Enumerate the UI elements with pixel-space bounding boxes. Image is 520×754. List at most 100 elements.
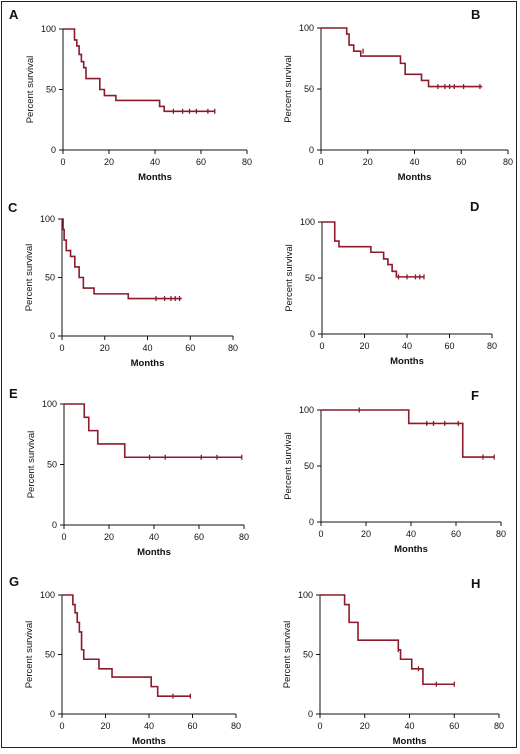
y-tick-label: 0 xyxy=(309,145,314,155)
y-tick-label: 0 xyxy=(309,517,314,527)
x-tick-label: 0 xyxy=(318,529,323,539)
x-axis-title: Months xyxy=(393,736,427,747)
y-tick-label: 50 xyxy=(47,460,57,470)
survival-curve xyxy=(64,403,242,459)
panel-label-e: E xyxy=(9,386,18,401)
x-tick-label: 80 xyxy=(503,157,513,167)
y-tick-label: 100 xyxy=(42,399,57,409)
survival-curve xyxy=(320,594,455,686)
y-axis-title: Percent survival xyxy=(284,244,295,312)
y-tick-label: 0 xyxy=(50,709,55,719)
x-axis-title: Months xyxy=(394,544,428,555)
y-axis-title: Percent survival xyxy=(25,56,36,124)
y-tick-label: 50 xyxy=(45,273,55,283)
x-tick-label: 60 xyxy=(451,529,461,539)
x-tick-label: 0 xyxy=(60,157,65,167)
x-tick-label: 60 xyxy=(196,157,206,167)
x-tick-label: 0 xyxy=(61,532,66,542)
x-tick-label: 40 xyxy=(149,532,159,542)
y-tick-label: 50 xyxy=(303,650,313,660)
x-tick-label: 20 xyxy=(363,157,373,167)
x-tick-label: 0 xyxy=(59,343,64,353)
chart-panel-g: G 0 20 40 60 80 0 50 100 Months Percent survival xyxy=(9,574,241,747)
x-tick-label: 80 xyxy=(239,532,249,542)
x-tick-label: 60 xyxy=(187,721,197,731)
y-tick-label: 100 xyxy=(299,405,314,415)
x-tick-label: 80 xyxy=(487,341,497,351)
y-tick-label: 100 xyxy=(299,23,314,33)
x-axis-title: Months xyxy=(390,356,424,367)
x-tick-label: 80 xyxy=(228,343,238,353)
y-tick-label: 100 xyxy=(300,217,315,227)
x-tick-label: 40 xyxy=(144,721,154,731)
x-tick-label: 80 xyxy=(242,157,252,167)
x-axis-title: Months xyxy=(137,547,171,558)
x-axis-title: Months xyxy=(132,736,166,747)
y-tick-label: 100 xyxy=(41,24,56,34)
x-axis-title: Months xyxy=(131,358,165,369)
x-tick-label: 20 xyxy=(100,343,110,353)
chart-panel-f: F 0 20 40 60 80 0 50 100 Months Percent survival xyxy=(283,388,506,555)
chart-panel-e: E 0 20 40 60 80 0 50 100 Months Percent survival xyxy=(9,386,249,558)
x-tick-label: 60 xyxy=(185,343,195,353)
survival-curve xyxy=(322,221,424,278)
panel-label-f: F xyxy=(471,388,479,403)
y-axis-title: Percent survival xyxy=(26,431,37,499)
x-axis-title: Months xyxy=(138,172,172,183)
y-tick-label: 50 xyxy=(304,461,314,471)
x-tick-label: 80 xyxy=(494,721,504,731)
x-tick-label: 40 xyxy=(404,721,414,731)
y-tick-label: 50 xyxy=(304,84,314,94)
x-axis-title: Months xyxy=(398,172,432,183)
y-tick-label: 0 xyxy=(51,145,56,155)
x-tick-label: 40 xyxy=(409,157,419,167)
y-tick-label: 0 xyxy=(310,329,315,339)
x-tick-label: 60 xyxy=(456,157,466,167)
y-axis-title: Percent survival xyxy=(283,55,294,123)
survival-curve xyxy=(321,27,483,88)
x-tick-label: 60 xyxy=(449,721,459,731)
chart-panel-h: H 0 20 40 60 80 0 50 100 Months Percent survival xyxy=(282,576,504,747)
x-tick-label: 20 xyxy=(361,529,371,539)
panel-label-d: D xyxy=(470,199,479,214)
x-tick-label: 80 xyxy=(496,529,506,539)
chart-panel-c: C 0 20 40 60 80 0 50 100 Months Percent survival xyxy=(8,200,238,369)
x-tick-label: 0 xyxy=(317,721,322,731)
panel-label-g: G xyxy=(9,574,19,589)
panel-label-h: H xyxy=(471,576,480,591)
x-tick-label: 40 xyxy=(150,157,160,167)
x-tick-label: 20 xyxy=(359,341,369,351)
survival-curve xyxy=(63,28,215,113)
panel-label-b: B xyxy=(471,7,480,22)
x-tick-label: 40 xyxy=(402,341,412,351)
y-tick-label: 100 xyxy=(40,590,55,600)
y-axis-title: Percent survival xyxy=(283,432,294,500)
x-tick-label: 40 xyxy=(406,529,416,539)
chart-panel-d: D 0 20 40 60 80 0 50 100 Months Percent survival xyxy=(284,199,497,367)
x-tick-label: 60 xyxy=(444,341,454,351)
y-tick-label: 50 xyxy=(46,85,56,95)
y-axis-title: Percent survival xyxy=(24,621,35,689)
y-tick-label: 100 xyxy=(298,590,313,600)
x-tick-label: 20 xyxy=(360,721,370,731)
y-axis-title: Percent survival xyxy=(24,244,35,312)
x-tick-label: 20 xyxy=(104,157,114,167)
x-tick-label: 20 xyxy=(100,721,110,731)
survival-curve xyxy=(321,409,495,458)
y-tick-label: 0 xyxy=(52,520,57,530)
chart-panel-b: B 0 20 40 60 80 0 50 100 Months Percent survival xyxy=(283,7,513,183)
x-tick-label: 0 xyxy=(319,341,324,351)
y-tick-label: 50 xyxy=(305,273,315,283)
panel-label-c: C xyxy=(8,200,18,215)
panel-label-a: A xyxy=(9,7,19,22)
y-axis-title: Percent survival xyxy=(282,621,293,689)
y-tick-label: 50 xyxy=(45,650,55,660)
survival-curve xyxy=(62,218,182,300)
chart-panel-a: A 0 20 40 60 80 0 50 100 Months Percent survival xyxy=(9,7,252,183)
y-tick-label: 0 xyxy=(308,709,313,719)
survival-curve xyxy=(62,594,191,697)
x-tick-label: 0 xyxy=(318,157,323,167)
x-tick-label: 60 xyxy=(194,532,204,542)
